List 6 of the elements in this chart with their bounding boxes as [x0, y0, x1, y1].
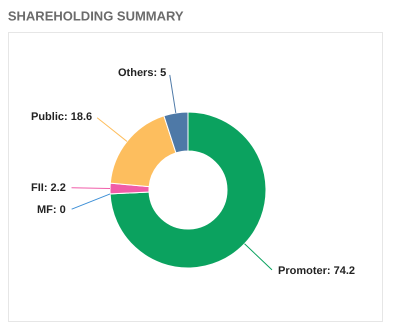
slice-label: Promoter: 74.2: [278, 265, 356, 277]
slice-label: FII: 2.2: [31, 182, 66, 194]
slice-label: Public: 18.6: [31, 111, 92, 123]
slice-label: Others: 5: [118, 67, 166, 79]
category-label: MF: 0: [37, 204, 66, 216]
chart-title: SHAREHOLDING SUMMARY: [8, 8, 184, 24]
